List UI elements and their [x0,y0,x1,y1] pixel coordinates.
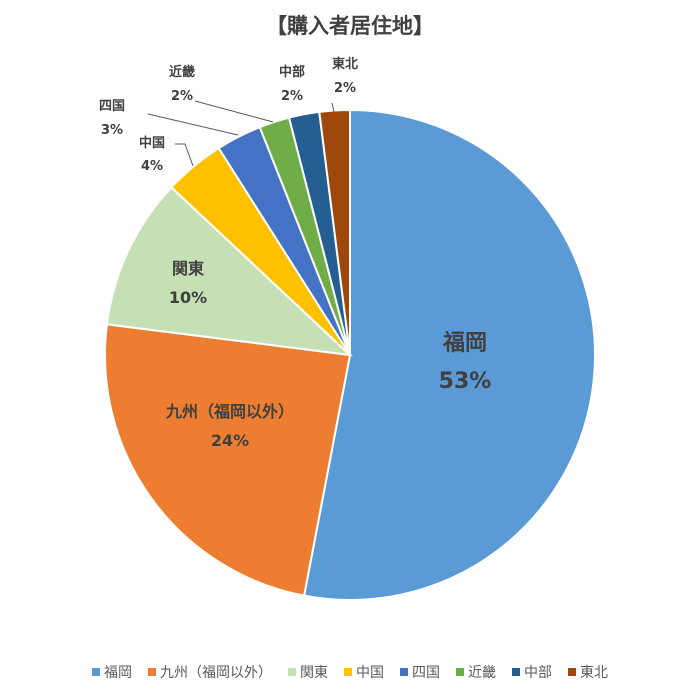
legend-label: 近畿 [468,665,496,681]
leader-line [331,102,335,113]
leader-line [147,113,239,136]
data-label-value: 24% [211,431,249,450]
legend-item: 東北 [568,662,608,682]
data-label-name: 関東 [172,259,204,278]
legend: 福岡 九州（福岡以外） 関東 中国 四国 近畿 中部 東北 [0,662,700,682]
legend-label: 関東 [300,665,328,681]
pie-slice-2 [105,185,353,357]
data-label-name: 中国 [139,135,165,151]
legend-label: 中国 [356,665,384,681]
data-label-value: 4% [141,159,163,174]
legend-swatch [288,668,296,676]
legend-label: 福岡 [104,665,132,681]
leader-line [175,143,194,167]
legend-label: 東北 [580,665,608,681]
data-label-name: 福岡 [442,331,487,356]
data-label-name: 東北 [332,56,358,72]
data-label-value: 10% [169,288,207,307]
legend-item: 福岡 [92,662,132,682]
data-label-name: 九州（福岡以外） [165,402,294,421]
legend-swatch [148,668,156,676]
legend-item: 四国 [400,662,440,682]
pie-slice-0 [302,108,596,601]
legend-label: 九州（福岡以外） [160,665,272,681]
legend-item: 九州（福岡以外） [148,662,272,682]
legend-label: 四国 [412,665,440,681]
legend-item: 関東 [288,662,328,682]
legend-swatch [92,668,100,676]
data-label-name: 四国 [99,99,125,114]
legend-item: 近畿 [456,662,496,682]
data-label-value: 53% [439,369,492,394]
leader-line [194,100,274,123]
data-label-value: 2% [171,89,193,104]
data-label-value: 2% [334,81,356,96]
chart-title: 【購入者居住地】 [266,14,434,38]
pie-slice-1 [104,323,352,597]
legend-swatch [400,668,408,676]
legend-swatch [344,668,352,676]
legend-label: 中部 [524,665,552,681]
legend-item: 中国 [344,662,384,682]
data-label-value: 3% [101,123,123,138]
data-label-value: 2% [281,89,303,104]
legend-item: 中部 [512,662,552,682]
pie-slice-7 [318,108,351,356]
data-label-name: 中部 [279,64,305,80]
legend-swatch [456,668,464,676]
legend-swatch [568,668,576,676]
data-label-name: 近畿 [169,64,195,80]
legend-swatch [512,668,520,676]
